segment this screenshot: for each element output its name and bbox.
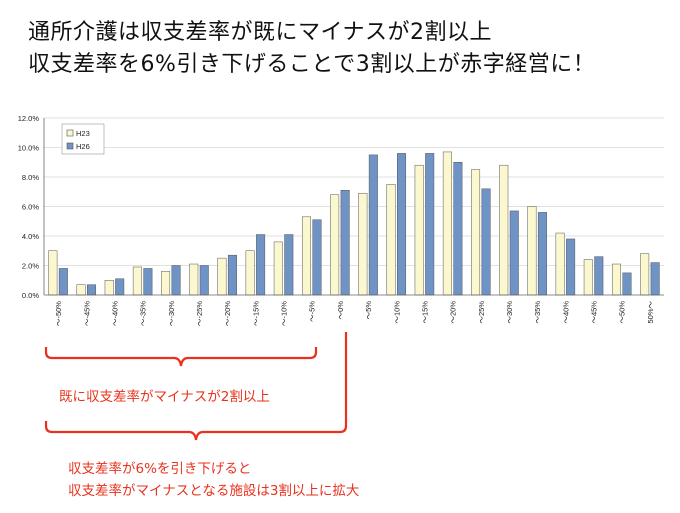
x-tick-label: ～15% xyxy=(420,301,429,324)
annotation-brackets xyxy=(44,332,348,441)
x-tick-label: ～-45% xyxy=(82,301,91,326)
bar-h26-40pct xyxy=(566,238,576,296)
axes xyxy=(43,118,664,296)
bar-h26-10pct xyxy=(397,153,407,296)
bar-h23-5pct xyxy=(358,192,368,296)
x-tick-label: ～10% xyxy=(392,301,401,324)
x-tick-label: ～-10% xyxy=(280,301,289,326)
bar-h26-0pct xyxy=(340,190,350,296)
bar-h26-minus-50pct xyxy=(58,268,68,296)
x-tick-label: ～-35% xyxy=(139,301,148,326)
x-tick-label: ～20% xyxy=(449,301,458,324)
y-tick-label: 10.0% xyxy=(18,144,40,153)
headline-line-1: 通所介護は収支差率が既にマイナスが2割以上 xyxy=(28,20,493,45)
bracket-extended-range xyxy=(44,332,348,441)
bar-h23-minus-30pct xyxy=(161,271,171,296)
bars xyxy=(48,151,660,296)
bracket-negative-range xyxy=(44,347,318,367)
bar-h26-30pct xyxy=(509,210,519,296)
x-tick-label: ～0% xyxy=(336,301,345,320)
y-tick-labels: 0.0% 2.0% 4.0% 6.0% 8.0% 10.0% 12.0% xyxy=(18,114,40,300)
bar-h23-minus-5pct xyxy=(301,216,311,296)
y-tick-label: 2.0% xyxy=(22,262,39,271)
bar-h23-30pct xyxy=(499,164,509,296)
bar-h23-0pct xyxy=(330,194,340,296)
legend-swatch-h26 xyxy=(66,142,74,150)
bar-h26-20pct xyxy=(453,162,463,296)
x-tick-label: ～-40% xyxy=(110,301,119,326)
bar-h26-minus-45pct xyxy=(87,284,97,296)
bar-h23-50pct xyxy=(640,253,650,296)
legend: H23 H26 xyxy=(61,123,105,155)
x-tick-label: 50%～ xyxy=(646,301,655,324)
bar-h23-minus-25pct xyxy=(189,263,199,296)
y-tick-label: 12.0% xyxy=(18,114,40,123)
bar-h26-minus-5pct xyxy=(312,219,322,296)
annotation-note-2-line-1: 収支差率が6%を引き下げると xyxy=(68,461,252,477)
bar-h26-minus-35pct xyxy=(143,268,153,296)
x-tick-label: ～-15% xyxy=(251,301,260,326)
x-tick-label: ～30% xyxy=(505,301,514,324)
bar-h23-minus-15pct xyxy=(245,250,255,296)
bar-h26-35pct xyxy=(537,212,547,296)
x-tick-label: ～-20% xyxy=(223,301,232,326)
annotation-note-2-line-2: 収支差率がマイナスとなる施設は3割以上に拡大 xyxy=(68,483,360,499)
bar-h26-minus-15pct xyxy=(256,234,266,296)
bar-h26-minus-30pct xyxy=(171,265,181,296)
x-tick-labels: ～-50% ～-45% ～-40% ～-35% ～-30% ～-25% ～-20% ～-15%… xyxy=(54,301,655,327)
x-tick-label: ～50% xyxy=(618,301,627,324)
x-tick-label: ～40% xyxy=(561,301,570,324)
x-tick-label: ～-30% xyxy=(167,301,176,326)
bar-h26-50pct xyxy=(650,262,660,296)
x-tick-label: ～45% xyxy=(590,301,599,324)
bar-h23-minus-20pct xyxy=(217,257,227,296)
bar-h26-minus-40pct xyxy=(115,278,125,296)
x-tick-label: ～5% xyxy=(364,301,373,320)
bar-h26-minus-25pct xyxy=(199,265,209,296)
bar-h26-5pct xyxy=(368,154,378,296)
bar-h23-20pct xyxy=(442,151,452,296)
bar-h23-45pct xyxy=(583,259,593,296)
y-tick-label: 0.0% xyxy=(22,291,39,300)
bar-h26-50pct xyxy=(622,272,632,296)
annotation-note-1: 既に収支差率がマイナスが2割以上 xyxy=(59,389,270,405)
bar-h23-minus-35pct xyxy=(132,266,142,296)
bar-h23-minus-10pct xyxy=(273,241,283,296)
x-tick-label: ～-50% xyxy=(54,301,63,326)
bar-h23-35pct xyxy=(527,206,537,296)
x-tick-label: ～35% xyxy=(533,301,542,324)
x-tick-label: ～-25% xyxy=(195,301,204,326)
bar-h26-minus-10pct xyxy=(284,234,294,296)
bar-h23-minus-40pct xyxy=(104,280,114,296)
x-tick-label: ～25% xyxy=(477,301,486,324)
bar-h26-15pct xyxy=(425,153,435,296)
bar-h26-45pct xyxy=(594,256,604,296)
bar-h23-50pct xyxy=(611,263,621,296)
bar-h26-25pct xyxy=(481,188,491,296)
bar-h26-minus-20pct xyxy=(227,254,237,296)
bar-h23-40pct xyxy=(555,232,565,296)
bar-h23-25pct xyxy=(471,169,481,296)
gridlines xyxy=(44,117,664,266)
legend-label-h26: H26 xyxy=(76,142,90,151)
bar-h23-minus-45pct xyxy=(76,284,86,296)
bar-h23-10pct xyxy=(386,184,396,296)
legend-swatch-h23 xyxy=(66,129,74,137)
x-tick-label: ～-5% xyxy=(308,301,317,322)
y-tick-label: 6.0% xyxy=(22,203,39,212)
y-tick-label: 8.0% xyxy=(22,173,39,182)
headline-line-2: 収支差率を6%引き下げることで3割以上が赤字経営に！ xyxy=(28,52,596,77)
legend-label-h23: H23 xyxy=(76,129,90,138)
bar-h23-15pct xyxy=(414,164,424,296)
y-tick-label: 4.0% xyxy=(22,232,39,241)
bar-h23-minus-50pct xyxy=(48,250,58,296)
